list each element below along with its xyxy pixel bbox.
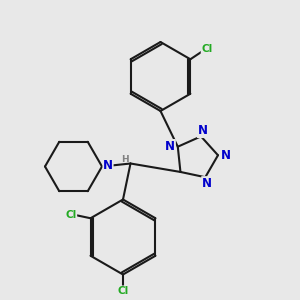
Text: Cl: Cl	[201, 44, 212, 54]
Text: N: N	[103, 159, 113, 172]
Text: N: N	[197, 124, 208, 137]
Text: N: N	[165, 140, 175, 153]
Text: N: N	[220, 149, 230, 162]
Text: N: N	[202, 177, 212, 190]
Text: Cl: Cl	[117, 286, 129, 296]
Text: Cl: Cl	[65, 210, 76, 220]
Text: H: H	[121, 154, 128, 164]
